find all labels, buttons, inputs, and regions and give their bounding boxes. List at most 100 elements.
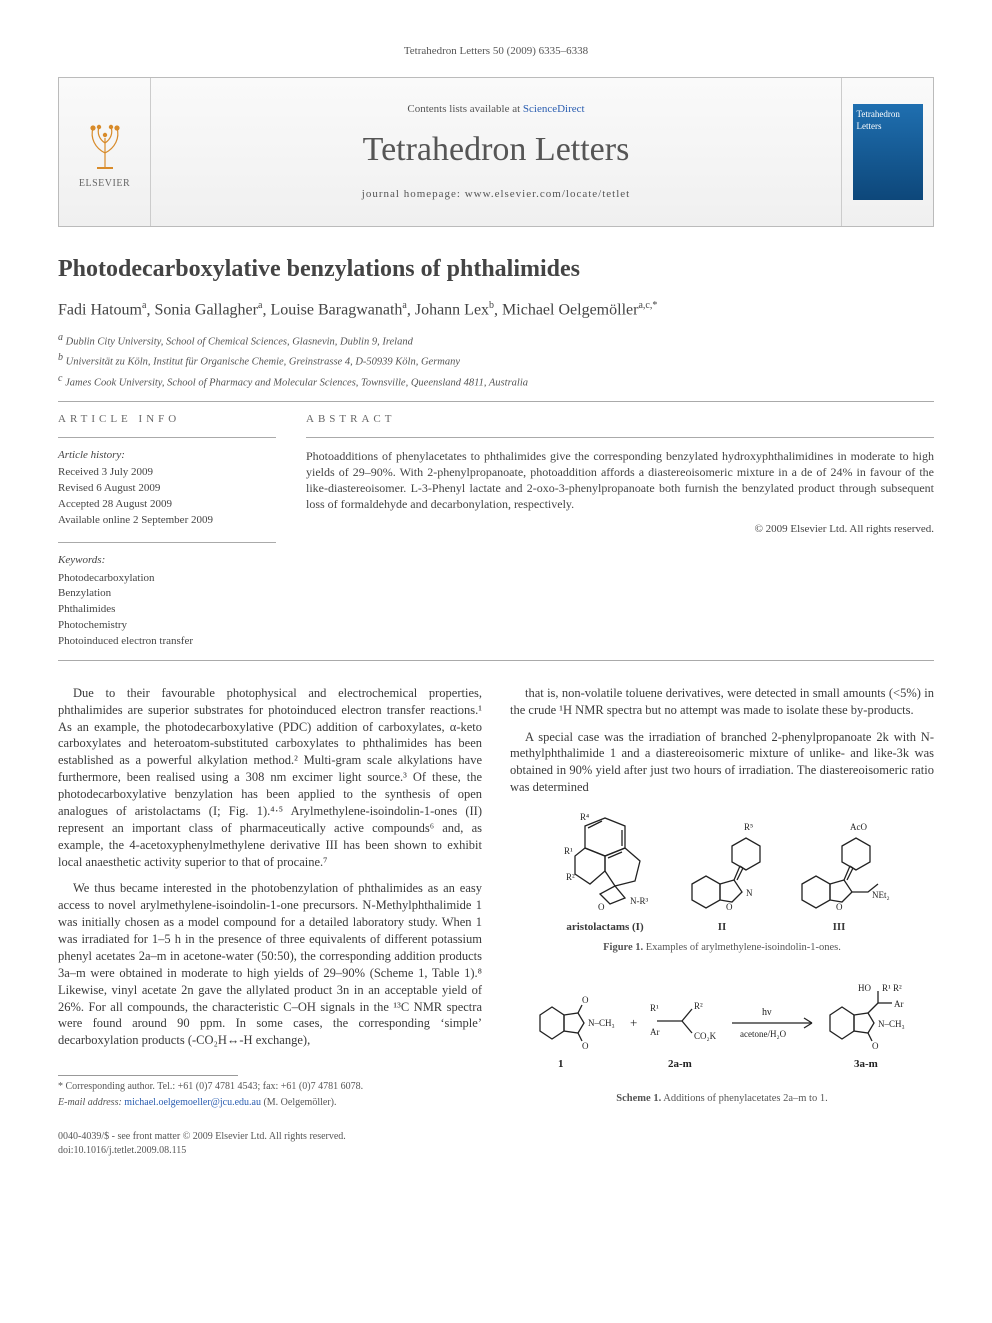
svg-text:O: O [872,1041,879,1051]
structure-III: AcO NEt₂ O III [784,806,894,935]
doi: doi:10.1016/j.tetlet.2009.08.115 [58,1144,346,1158]
front-matter: 0040-4039/$ - see front matter © 2009 El… [58,1130,346,1144]
body-paragraph: We thus became interested in the photobe… [58,880,482,1049]
svg-text:CO₂K: CO₂K [694,1031,717,1041]
history-received: Received 3 July 2009 [58,465,276,480]
keywords-block: Keywords: Photodecarboxylation Benzylati… [58,553,276,649]
structure-III-label: III [833,920,846,935]
divider [58,401,934,402]
structure-I: R⁴ R¹ R² N-R³ O aristolactams (I) [550,806,660,935]
affiliation-c: c James Cook University, School of Pharm… [58,372,934,391]
author-list: Fadi Hatouma, Sonia Gallaghera, Louise B… [58,299,934,321]
svg-text:N: N [746,888,753,898]
divider [58,660,934,661]
contents-line: Contents lists available at ScienceDirec… [407,102,584,117]
svg-text:R¹: R¹ [650,1003,659,1013]
svg-text:R¹: R¹ [564,846,573,856]
figure-1-structures: R⁴ R¹ R² N-R³ O aristolactams (I) [510,806,934,935]
body-two-column: Due to their favourable photophysical an… [58,685,934,1122]
svg-text:N–CH₃: N–CH₃ [588,1018,615,1028]
article-info-column: ARTICLE INFO Article history: Received 3… [58,412,276,650]
body-paragraph: Due to their favourable photophysical an… [58,685,482,871]
history-online: Available online 2 September 2009 [58,513,276,528]
affiliation-c-text: James Cook University, School of Pharmac… [65,377,528,388]
svg-text:R¹ R²: R¹ R² [882,983,902,993]
svg-text:R²: R² [566,872,575,882]
svg-text:O: O [836,902,843,912]
svg-text:O: O [726,902,733,912]
label-1: 1 [558,1058,564,1070]
article-history: Article history: Received 3 July 2009 Re… [58,448,276,528]
scheme-1-caption-text: Additions of phenylacetates 2a–m to 1. [661,1093,828,1104]
scheme-1-caption-bold: Scheme 1. [616,1093,661,1104]
abstract-column: ABSTRACT Photoadditions of phenylacetate… [306,412,934,650]
keyword: Benzylation [58,586,276,601]
body-paragraph: A special case was the irradiation of br… [510,729,934,797]
svg-text:R⁴: R⁴ [580,812,589,822]
keyword: Phthalimides [58,602,276,617]
affiliation-b-text: Universität zu Köln, Institut für Organi… [66,357,460,368]
corresponding-author: * Corresponding author. Tel.: +61 (0)7 4… [58,1080,482,1094]
keyword: Photoinduced electron transfer [58,634,276,649]
affiliation-a: a Dublin City University, School of Chem… [58,331,934,350]
history-accepted: Accepted 28 August 2009 [58,497,276,512]
masthead-center: Contents lists available at ScienceDirec… [151,78,841,226]
history-head: Article history: [58,448,276,463]
article-info-head: ARTICLE INFO [58,412,276,427]
journal-name: Tetrahedron Letters [363,127,630,173]
abstract-copyright: © 2009 Elsevier Ltd. All rights reserved… [306,522,934,537]
label-2: 2a-m [668,1058,692,1070]
journal-masthead: ELSEVIER Contents lists available at Sci… [58,77,934,227]
keywords-head: Keywords: [58,553,276,568]
svg-text:R²: R² [694,1001,703,1011]
homepage-label: journal homepage: [362,188,465,200]
svg-text:Ar: Ar [650,1027,660,1037]
affiliation-a-text: Dublin City University, School of Chemic… [66,337,413,348]
cover-thumb-block: Tetrahedron Letters [841,78,933,226]
email-line: E-mail address: michael.oelgemoeller@jcu… [58,1096,482,1110]
svg-text:O: O [582,1041,589,1051]
article-title: Photodecarboxylative benzylations of pht… [58,253,934,285]
homepage-url[interactable]: www.elsevier.com/locate/tetlet [465,188,631,200]
email-address[interactable]: michael.oelgemoeller@jcu.edu.au [124,1097,261,1108]
structure-I-label: aristolactams (I) [566,920,643,935]
affiliations: a Dublin City University, School of Chem… [58,331,934,391]
homepage-line: journal homepage: www.elsevier.com/locat… [362,187,630,202]
arrow-top: hν [762,1007,772,1018]
scheme-1-caption: Scheme 1. Additions of phenylacetates 2a… [510,1092,934,1106]
structure-II: R⁵ N O II [672,806,772,935]
divider [306,437,934,438]
svg-text:NEt₂: NEt₂ [872,890,890,900]
figure-1-caption-bold: Figure 1. [603,942,643,953]
label-3: 3a-m [854,1058,878,1070]
footnote-rule [58,1075,238,1076]
svg-text:R⁵: R⁵ [744,822,753,832]
divider [58,437,276,438]
figure-1-caption-text: Examples of arylmethylene-isoindolin-1-o… [643,942,841,953]
arrow-bottom: acetone/H₂O [740,1029,787,1039]
email-label: E-mail address: [58,1097,122,1108]
scheme-1: O O N–CH₃ 1 + R¹ Ar R² CO₂K 2a-m [510,971,934,1106]
svg-text:N–CH₃: N–CH₃ [878,1019,905,1029]
svg-text:HO: HO [858,983,871,993]
publisher-name: ELSEVIER [79,177,130,191]
svg-text:Ar: Ar [894,999,904,1009]
history-revised: Revised 6 August 2009 [58,481,276,496]
abstract-text: Photoadditions of phenylacetates to phth… [306,448,934,513]
journal-cover-thumb: Tetrahedron Letters [853,104,923,200]
svg-text:+: + [630,1015,637,1030]
elsevier-tree-icon [75,113,135,173]
affiliation-b: b Universität zu Köln, Institut für Orga… [58,351,934,370]
cover-text: Tetrahedron Letters [857,108,919,132]
doi-footer: 0040-4039/$ - see front matter © 2009 El… [58,1130,934,1157]
body-paragraph: that is, non-volatile toluene derivative… [510,685,934,719]
figure-1-caption: Figure 1. Examples of arylmethylene-isoi… [510,941,934,955]
svg-text:O: O [582,995,589,1005]
scheme-1-drawing: O O N–CH₃ 1 + R¹ Ar R² CO₂K 2a-m [522,971,922,1081]
structure-II-label: II [718,920,727,935]
email-attribution: (M. Oelgemöller). [263,1097,336,1108]
publisher-logo-block: ELSEVIER [59,78,151,226]
svg-text:O: O [598,902,605,912]
svg-text:AcO: AcO [850,822,867,832]
sciencedirect-link[interactable]: ScienceDirect [523,103,585,115]
